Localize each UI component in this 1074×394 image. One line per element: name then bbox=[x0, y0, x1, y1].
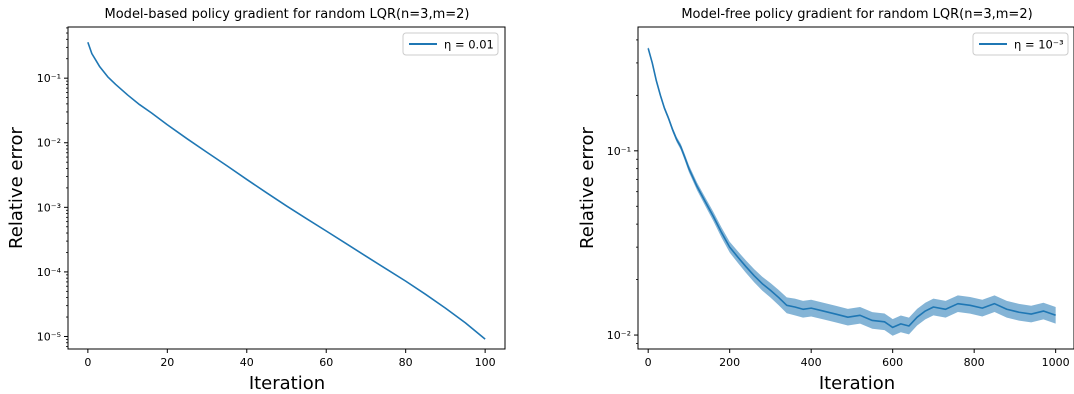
left-chart-title: Model-based policy gradient for random L… bbox=[105, 7, 470, 22]
left-chart-y-tick-label: 10⁻² bbox=[37, 137, 61, 150]
right-chart-x-tick-label: 0 bbox=[645, 356, 652, 369]
right-chart-x-tick-label: 600 bbox=[882, 356, 903, 369]
right-chart-confidence-band bbox=[648, 46, 1056, 336]
right-chart-title: Model-free policy gradient for random LQ… bbox=[681, 7, 1032, 22]
left-chart-series-line bbox=[87, 41, 486, 340]
right-chart-x-tick-label: 200 bbox=[719, 356, 740, 369]
right-chart-x-tick-label: 400 bbox=[801, 356, 822, 369]
right-chart-legend-label: η = 10⁻³ bbox=[1014, 38, 1064, 52]
left-chart-plot-area bbox=[87, 41, 486, 340]
left-chart-x-tick-label: 40 bbox=[240, 356, 254, 369]
right-chart-x-tick-label: 1000 bbox=[1042, 356, 1070, 369]
right-chart-legend: η = 10⁻³ bbox=[972, 32, 1069, 56]
left-chart-panel: Model-based policy gradient for random L… bbox=[6, 7, 506, 394]
right-chart-y-axis-label: Relative error bbox=[577, 126, 598, 248]
right-chart-x-axis-label: Iteration bbox=[819, 373, 895, 394]
right-chart-panel: Model-free policy gradient for random LQ… bbox=[577, 7, 1074, 394]
left-chart-y-tick-label: 10⁻⁵ bbox=[37, 330, 61, 343]
right-chart-x-tick-label: 800 bbox=[964, 356, 985, 369]
left-chart-y-ticks: 10⁻⁵ 10⁻⁴ 10⁻³ 10⁻² 10⁻¹ bbox=[37, 27, 68, 347]
right-chart-series-line bbox=[647, 48, 1056, 329]
left-chart-legend-label: η = 0.01 bbox=[444, 38, 494, 52]
left-chart-y-tick-label: 10⁻⁴ bbox=[37, 266, 62, 279]
left-chart-y-tick-label: 10⁻¹ bbox=[37, 72, 61, 85]
left-chart-x-tick-label: 60 bbox=[319, 356, 333, 369]
right-chart-legend-box bbox=[972, 32, 1069, 56]
left-chart-x-axis-label: Iteration bbox=[249, 373, 325, 394]
left-chart-y-axis-label: Relative error bbox=[6, 126, 27, 248]
left-chart-x-tick-label: 0 bbox=[84, 356, 91, 369]
left-chart-x-tick-label: 80 bbox=[399, 356, 413, 369]
right-chart-x-ticks: 0 200 400 600 800 1000 bbox=[645, 349, 1070, 369]
left-chart-x-tick-label: 20 bbox=[160, 356, 174, 369]
right-chart-y-ticks: 10⁻² 10⁻¹ bbox=[607, 39, 638, 344]
left-chart-x-tick-label: 100 bbox=[475, 356, 496, 369]
left-chart-frame bbox=[67, 26, 506, 350]
right-chart-y-tick-label: 10⁻¹ bbox=[607, 145, 631, 158]
right-chart-plot-area bbox=[647, 46, 1056, 336]
left-chart-x-ticks: 0 20 40 60 80 100 bbox=[84, 349, 496, 369]
left-chart-legend-box bbox=[402, 32, 499, 56]
left-chart-legend: η = 0.01 bbox=[402, 32, 499, 56]
right-chart-y-tick-label: 10⁻² bbox=[607, 329, 631, 342]
left-chart-y-tick-label: 10⁻³ bbox=[37, 201, 61, 214]
right-chart-frame bbox=[637, 26, 1074, 350]
